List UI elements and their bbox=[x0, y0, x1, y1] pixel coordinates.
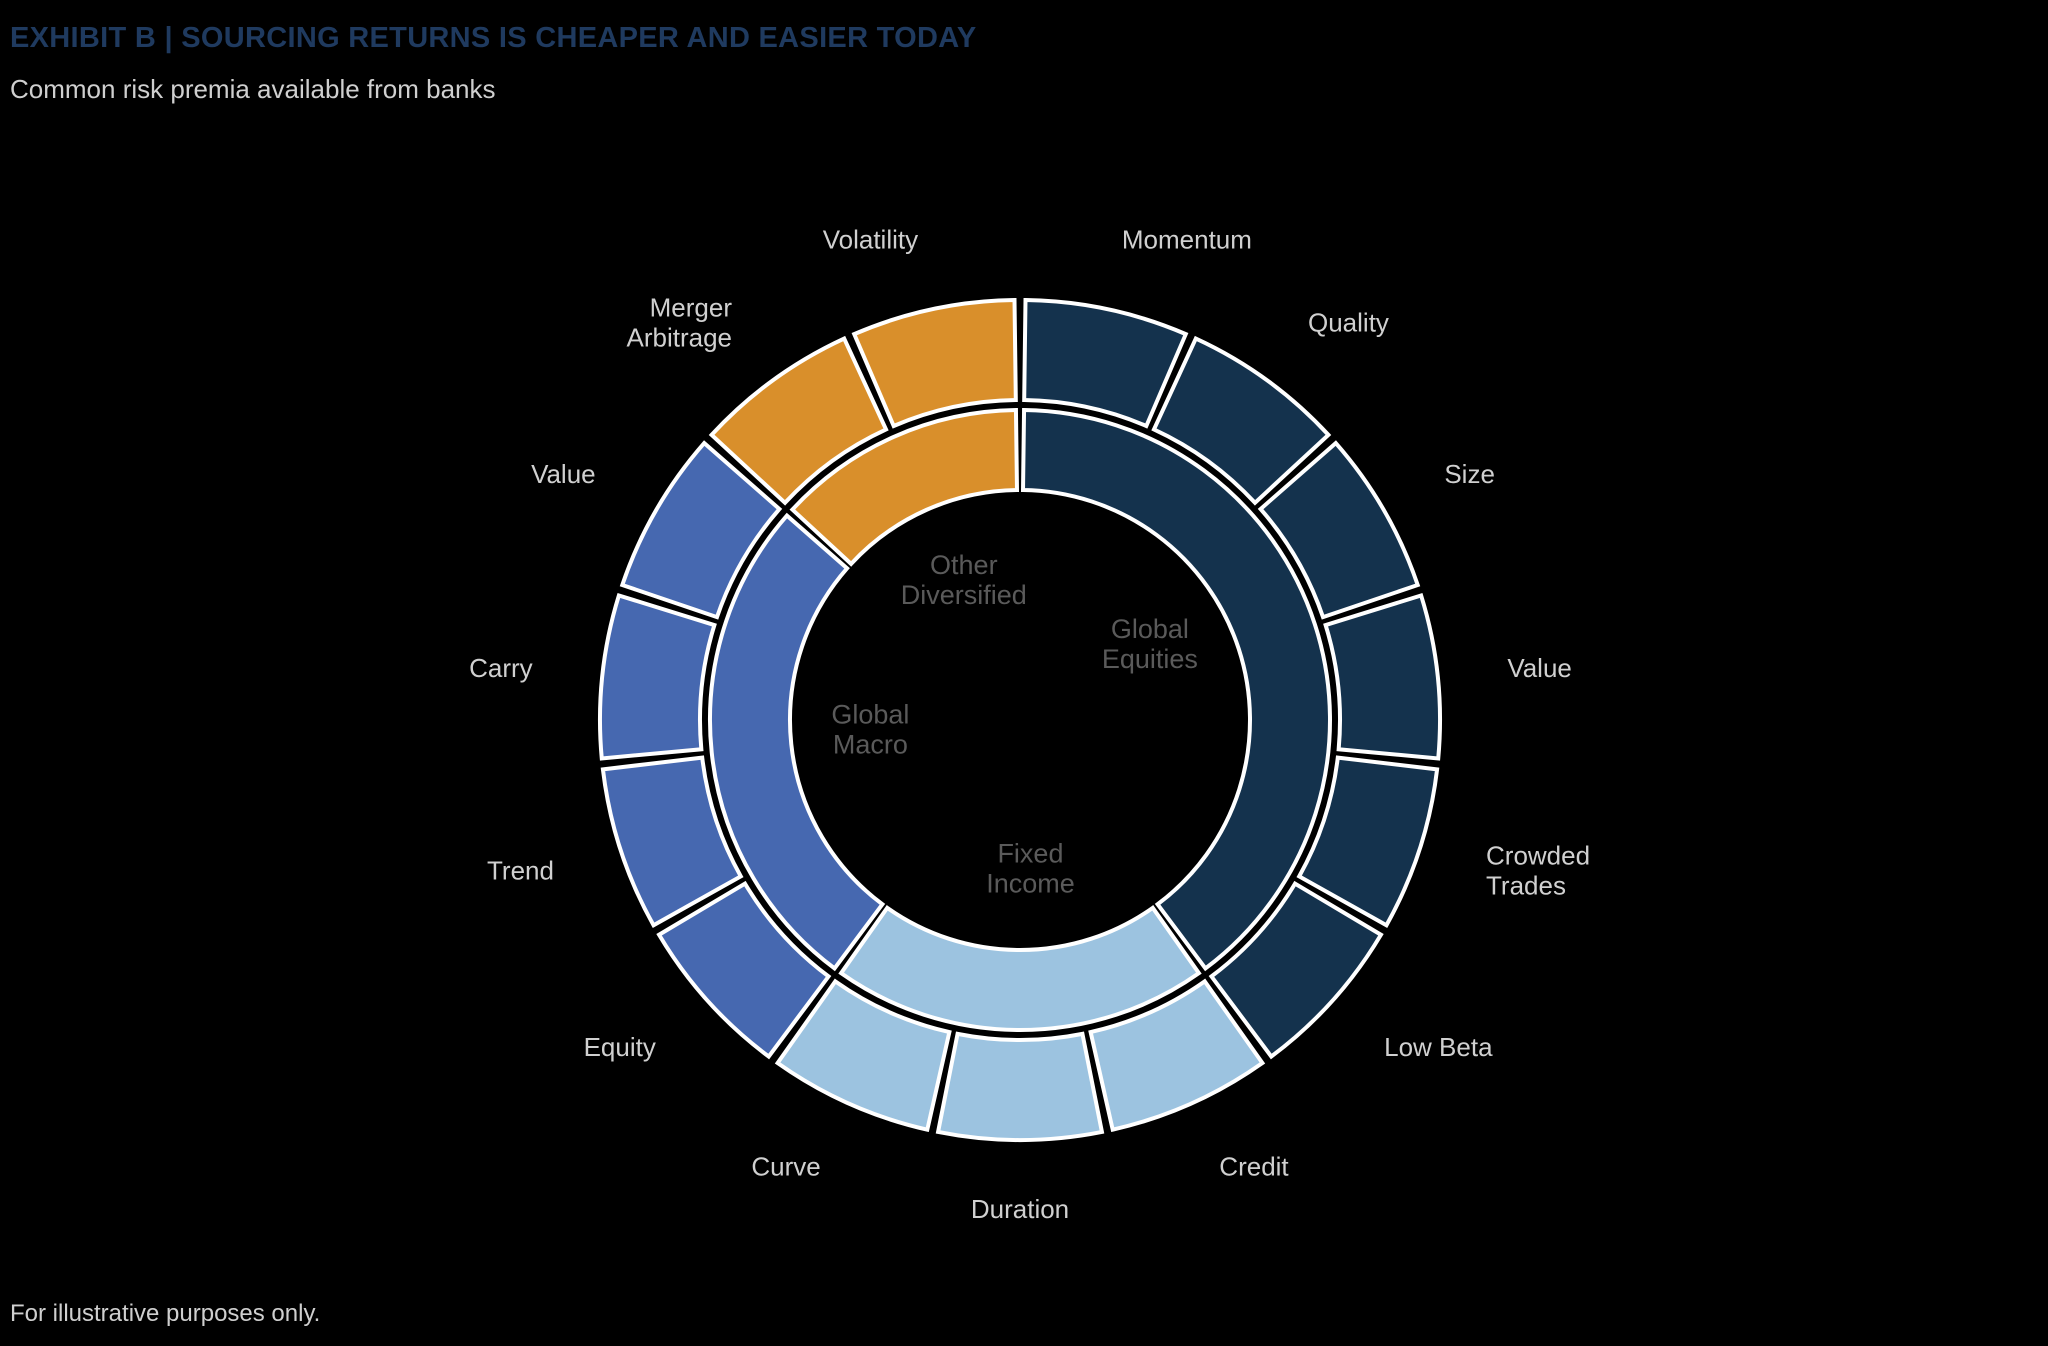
footnote: For illustrative purposes only. bbox=[10, 1300, 320, 1328]
inner-slice bbox=[841, 908, 1199, 1030]
outer-label: Quality bbox=[1308, 308, 1389, 338]
outer-label: Value bbox=[1507, 653, 1572, 683]
outer-label: Credit bbox=[1219, 1152, 1289, 1182]
inner-label: OtherDiversified bbox=[901, 550, 1027, 610]
donut-chart: Momentum Quality Size Value CrowdedTrades Low… bbox=[0, 0, 2048, 1346]
outer-slice bbox=[600, 595, 714, 758]
outer-label: Equity bbox=[584, 1032, 656, 1062]
outer-label: Trend bbox=[487, 855, 554, 885]
inner-label: FixedIncome bbox=[986, 839, 1075, 899]
outer-label: Duration bbox=[971, 1194, 1069, 1224]
outer-label: Value bbox=[531, 459, 596, 489]
outer-label: MergerArbitrage bbox=[626, 293, 732, 353]
outer-label: Volatility bbox=[823, 225, 918, 255]
outer-slice bbox=[1024, 300, 1186, 426]
outer-slice bbox=[1326, 595, 1440, 758]
outer-label: Size bbox=[1444, 459, 1495, 489]
outer-label: Curve bbox=[751, 1152, 820, 1182]
outer-label: Low Beta bbox=[1384, 1032, 1493, 1062]
inner-label: GlobalMacro bbox=[831, 699, 909, 759]
outer-slice bbox=[854, 300, 1016, 426]
outer-label: Momentum bbox=[1122, 225, 1252, 255]
outer-slice bbox=[938, 1034, 1102, 1140]
inner-label: GlobalEquities bbox=[1102, 614, 1198, 674]
outer-label: Carry bbox=[469, 653, 533, 683]
outer-label: CrowdedTrades bbox=[1486, 840, 1590, 900]
